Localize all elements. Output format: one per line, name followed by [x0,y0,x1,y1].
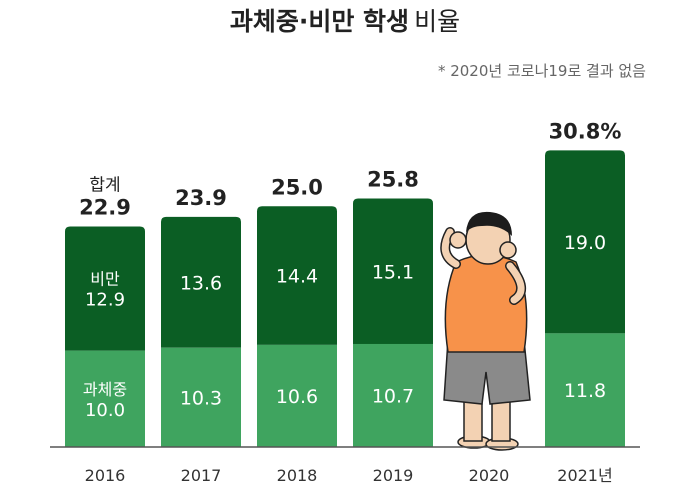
bar-label-obese-0: 12.9 [85,290,125,311]
bar-label-obese-2: 14.4 [276,266,318,288]
bar-total-0: 22.9 [79,195,131,219]
series-label-overweight: 과체중 [83,380,127,399]
bar-obese-5 [545,150,625,334]
bar-label-overweight-1: 10.3 [180,387,222,409]
bar-total-5: 30.8% [549,119,622,143]
bar-overweight-1 [161,347,241,447]
series-label-obese: 비만 [90,270,120,289]
bar-label-overweight-3: 10.7 [372,385,414,407]
bar-obese-0 [65,226,145,351]
bar-label-obese-1: 13.6 [180,272,222,294]
overweight-student-icon [440,211,531,451]
bar-label-overweight-0: 10.0 [85,400,125,421]
chart-title-bold: 과체중·비만 학생 [229,7,410,36]
bar-overweight-5 [545,333,625,447]
bar-obese-3 [353,198,433,344]
bar-obese-2 [257,206,337,345]
x-tick-0: 2016 [85,466,126,485]
bar-label-overweight-2: 10.6 [276,386,318,408]
bar-total-3: 25.8 [367,168,419,192]
bar-obese-1 [161,216,241,348]
chart-title-light: 비율 [414,7,461,36]
bar-overweight-3 [353,343,433,447]
bar-label-obese-3: 15.1 [372,261,414,283]
x-tick-5: 2021년 [557,466,612,485]
total-label: 합계 [89,175,120,195]
bar-label-obese-5: 19.0 [564,232,606,254]
bar-overweight-2 [257,344,337,447]
x-tick-4: 2020 [469,466,510,485]
x-tick-1: 2017 [181,466,222,485]
chart-title: 과체중·비만 학생 비율 [0,2,690,38]
x-tick-2: 2018 [277,466,318,485]
chart-note: * 2020년 코로나19로 결과 없음 [437,62,646,80]
bar-overweight-0 [65,350,145,447]
bar-label-overweight-5: 11.8 [564,380,606,402]
bar-total-1: 23.9 [175,186,227,210]
x-tick-3: 2019 [373,466,414,485]
bar-total-2: 25.0 [271,175,323,199]
